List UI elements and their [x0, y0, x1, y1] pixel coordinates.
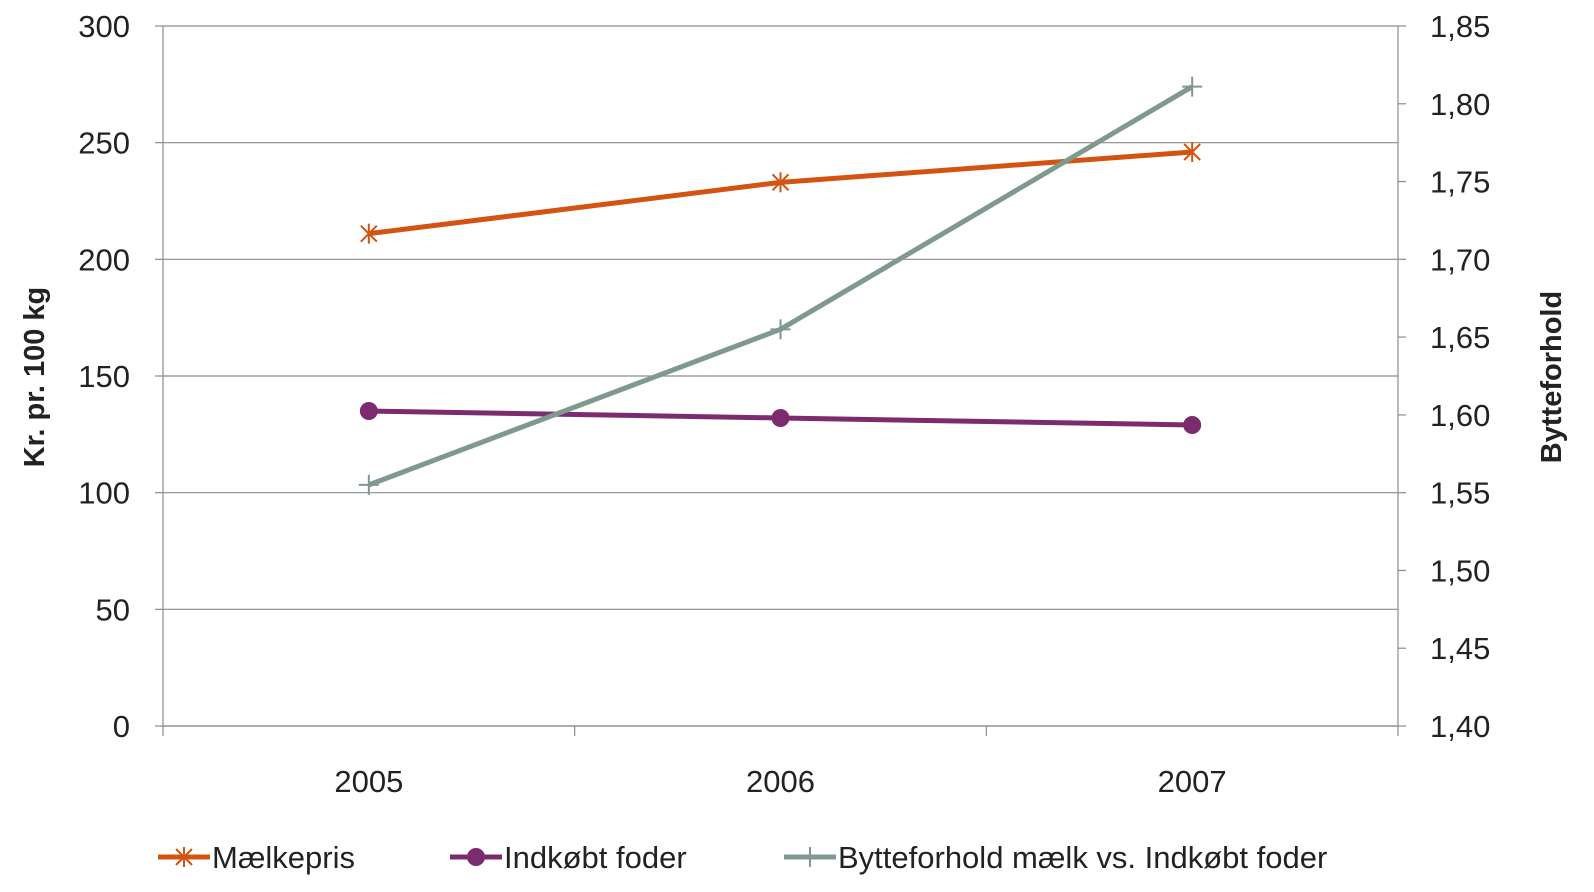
right-tick-label: 1,60: [1430, 398, 1490, 433]
legend-item: Indkøbt foder: [450, 840, 687, 875]
legend: Mælkepris Indkøbt foder Bytteforhold mælk …: [158, 840, 1327, 875]
left-tick-label: 250: [78, 126, 130, 161]
left-axis-ticks: 0 50 100 150 200 250 300: [78, 9, 130, 744]
legend-item: Bytteforhold mælk vs. Indkøbt foder: [784, 840, 1327, 875]
x-tick-label: 2006: [746, 764, 815, 799]
left-tick-label: 300: [78, 9, 130, 44]
right-tick-label: 1,55: [1430, 476, 1490, 511]
series-1: [359, 402, 1202, 434]
legend-marker: [467, 848, 485, 866]
left-tick-label: 50: [96, 592, 130, 627]
right-tick-label: 1,70: [1430, 242, 1490, 277]
right-axis-ticks: 1,40 1,45 1,50 1,55 1,60 1,65 1,70 1,75 1,80 1,85: [1430, 9, 1490, 744]
x-axis-ticks: 2005 2006 2007: [334, 764, 1226, 799]
legend-label: Mælkepris: [212, 840, 355, 875]
legend-marker: [175, 847, 193, 867]
legend-label: Bytteforhold mælk vs. Indkøbt foder: [838, 840, 1327, 875]
data-point: [358, 474, 379, 495]
data-point: [771, 172, 790, 193]
legend-label: Indkøbt foder: [504, 840, 687, 875]
left-tick-label: 0: [113, 709, 130, 744]
gridlines: [163, 25, 1398, 727]
series: [358, 76, 1203, 495]
right-tick-label: 1,65: [1430, 320, 1490, 355]
legend-marker: [800, 847, 820, 867]
right-tick-label: 1,45: [1430, 631, 1490, 666]
left-tick-label: 150: [78, 359, 130, 394]
right-tick-label: 1,80: [1430, 87, 1490, 122]
series-2: [358, 76, 1203, 495]
series-line: [368, 149, 1193, 237]
data-point: [771, 409, 790, 427]
right-tick-label: 1,85: [1430, 9, 1490, 44]
data-point: [1183, 416, 1202, 434]
left-tick-label: 100: [78, 476, 130, 511]
series-0: [360, 142, 1201, 244]
legend-item: Mælkepris: [158, 840, 355, 875]
right-tick-label: 1,40: [1430, 709, 1490, 744]
x-tick-label: 2007: [1158, 764, 1227, 799]
data-point: [360, 223, 378, 244]
right-axis-title: Bytteforhold: [1536, 291, 1568, 463]
axes: [155, 25, 1406, 736]
data-point: [1183, 142, 1201, 162]
left-tick-label: 200: [78, 242, 130, 277]
left-axis-title: Kr. pr. 100 kg: [19, 287, 51, 468]
right-tick-label: 1,50: [1430, 553, 1490, 588]
data-point: [359, 402, 378, 420]
x-tick-label: 2005: [334, 764, 403, 799]
right-tick-label: 1,75: [1430, 165, 1490, 200]
data-point: [770, 319, 791, 340]
data-point: [1182, 76, 1203, 97]
